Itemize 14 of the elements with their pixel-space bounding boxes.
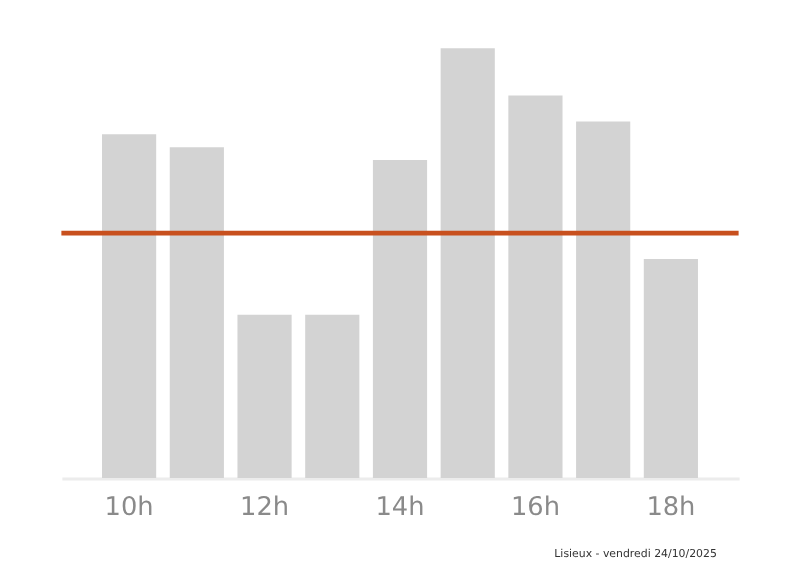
bar: [440, 48, 495, 479]
bar: [643, 258, 698, 479]
x-tick-label: 10h: [104, 492, 154, 523]
bar: [169, 147, 224, 479]
bar: [237, 314, 292, 479]
x-tick-label: 18h: [646, 492, 696, 523]
x-tick-label: 12h: [240, 492, 290, 523]
bar: [305, 314, 360, 479]
bar: [576, 121, 631, 479]
x-tick-label: 14h: [375, 492, 425, 523]
x-tick-label: 16h: [510, 492, 560, 523]
bar: [102, 134, 157, 479]
bar: [372, 160, 428, 479]
bar: [508, 95, 563, 479]
